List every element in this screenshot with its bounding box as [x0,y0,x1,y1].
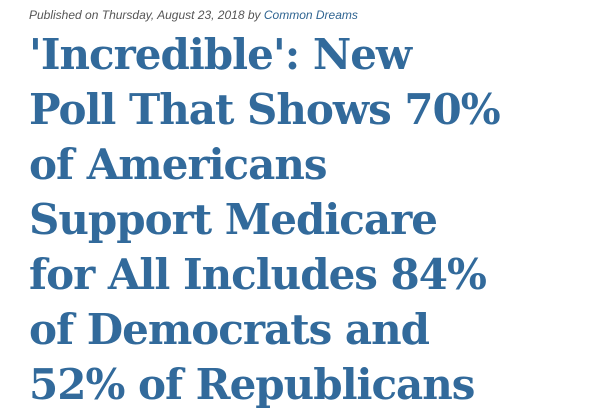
headline-line: 'Incredible': New [29,30,412,79]
author-link[interactable]: Common Dreams [263,8,358,22]
headline-line: for All Includes 84% [29,250,487,299]
byline: Published on Thursday, August 23, 2018 b… [29,8,585,22]
byline-by: by [247,8,261,22]
headline-line: 52% of Republicans [29,360,475,409]
headline-line: Support Medicare [29,195,438,244]
byline-date: Thursday, August 23, 2018 [101,8,245,22]
headline-line: Poll That Shows 70% [29,85,501,134]
article-headline: 'Incredible': New Poll That Shows 70% of… [29,27,585,412]
byline-prefix: Published on [29,8,99,22]
article-header: Published on Thursday, August 23, 2018 b… [29,0,585,412]
headline-line: of Americans [29,140,328,189]
headline-line: of Democrats and [29,305,430,354]
